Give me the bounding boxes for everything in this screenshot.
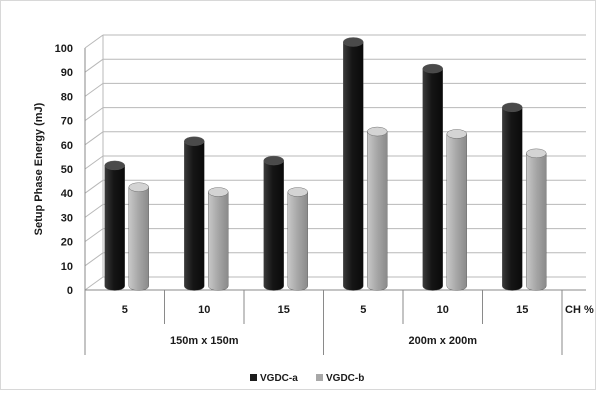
bar-vgdc-b-0 [128, 182, 149, 291]
y-tick-label: 60 [61, 140, 73, 152]
tick-labels: 0 10 20 30 40 50 60 70 80 90 100 5 10 15 5 10 15 150m x 1… [55, 43, 529, 347]
y-tick-label: 40 [61, 188, 73, 200]
y-tick-label: 30 [61, 212, 73, 224]
bar-top [104, 160, 125, 171]
gridline-diagonal [84, 276, 104, 291]
bar-vgdc-b-1 [208, 187, 229, 291]
bar-body [128, 187, 149, 291]
x-tick-label: 5 [122, 304, 128, 316]
bar-body [502, 107, 523, 291]
legend-swatch [250, 374, 257, 381]
bar-body [422, 68, 443, 291]
gridline-diagonal [84, 34, 104, 49]
bar-vgdc-a-2 [263, 155, 284, 291]
y-tick-label: 50 [61, 164, 73, 176]
bar-top [502, 102, 523, 113]
bar-top [422, 63, 443, 74]
bar-top [343, 37, 364, 47]
y-tick-label: 0 [67, 285, 73, 297]
gridline-diagonal [84, 82, 104, 97]
legend-label: VGDC-a [260, 373, 298, 384]
legend-swatch [316, 374, 323, 381]
bar-vgdc-a-4 [422, 63, 443, 291]
bar-top [446, 129, 467, 139]
bars [104, 37, 547, 291]
axes [84, 35, 586, 355]
x-group-label: 150m x 150m [170, 335, 239, 347]
legend: VGDC-a VGDC-b [250, 373, 364, 384]
bar-top [287, 187, 308, 197]
bar-top [184, 136, 205, 146]
gridline-diagonal [84, 131, 104, 146]
y-tick-label: 100 [55, 43, 73, 55]
bar-vgdc-b-3 [367, 126, 388, 291]
bar-body [104, 165, 125, 291]
bar-body [208, 191, 229, 291]
y-tick-label: 70 [61, 116, 73, 128]
x-group-label: 200m x 200m [409, 335, 478, 347]
gridline-diagonal [84, 252, 104, 267]
legend-label: VGDC-b [326, 373, 364, 384]
x-tick-label: 5 [360, 304, 366, 316]
bar-top [208, 187, 229, 197]
y-axis-title: Setup Phase Energy (mJ) [33, 102, 45, 235]
gridline-diagonal [84, 228, 104, 243]
y-tick-label: 90 [61, 67, 73, 79]
x-axis-title: CH % [565, 304, 594, 316]
bar-vgdc-b-4 [446, 129, 467, 291]
gridline-diagonal [84, 58, 104, 73]
x-tick-label: 10 [437, 304, 449, 316]
bar-top [367, 126, 388, 137]
bar-top [263, 155, 284, 166]
x-tick-label: 15 [516, 304, 528, 316]
bar-top [526, 148, 547, 159]
bar-body [367, 131, 388, 291]
bar-body [526, 153, 547, 291]
bar-body [343, 41, 364, 291]
bar-vgdc-a-1 [184, 136, 205, 291]
y-tick-label: 10 [61, 261, 73, 273]
x-tick-label: 10 [198, 304, 210, 316]
bar-vgdc-a-0 [104, 160, 125, 291]
bar-vgdc-a-3 [343, 37, 364, 291]
bar-vgdc-b-5 [526, 148, 547, 291]
bar-top [128, 182, 149, 192]
gridline-diagonal [84, 107, 104, 122]
bar-body [184, 141, 205, 291]
bar-body [446, 133, 467, 291]
gridline-diagonal [84, 155, 104, 170]
y-tick-label: 20 [61, 237, 73, 249]
x-tick-label: 15 [278, 304, 290, 316]
bar-body [263, 160, 284, 291]
gridline-diagonal [84, 203, 104, 218]
bar-body [287, 191, 308, 291]
bar-vgdc-a-5 [502, 102, 523, 291]
y-tick-label: 80 [61, 91, 73, 103]
bar-vgdc-b-2 [287, 187, 308, 291]
gridline-diagonal [84, 179, 104, 194]
